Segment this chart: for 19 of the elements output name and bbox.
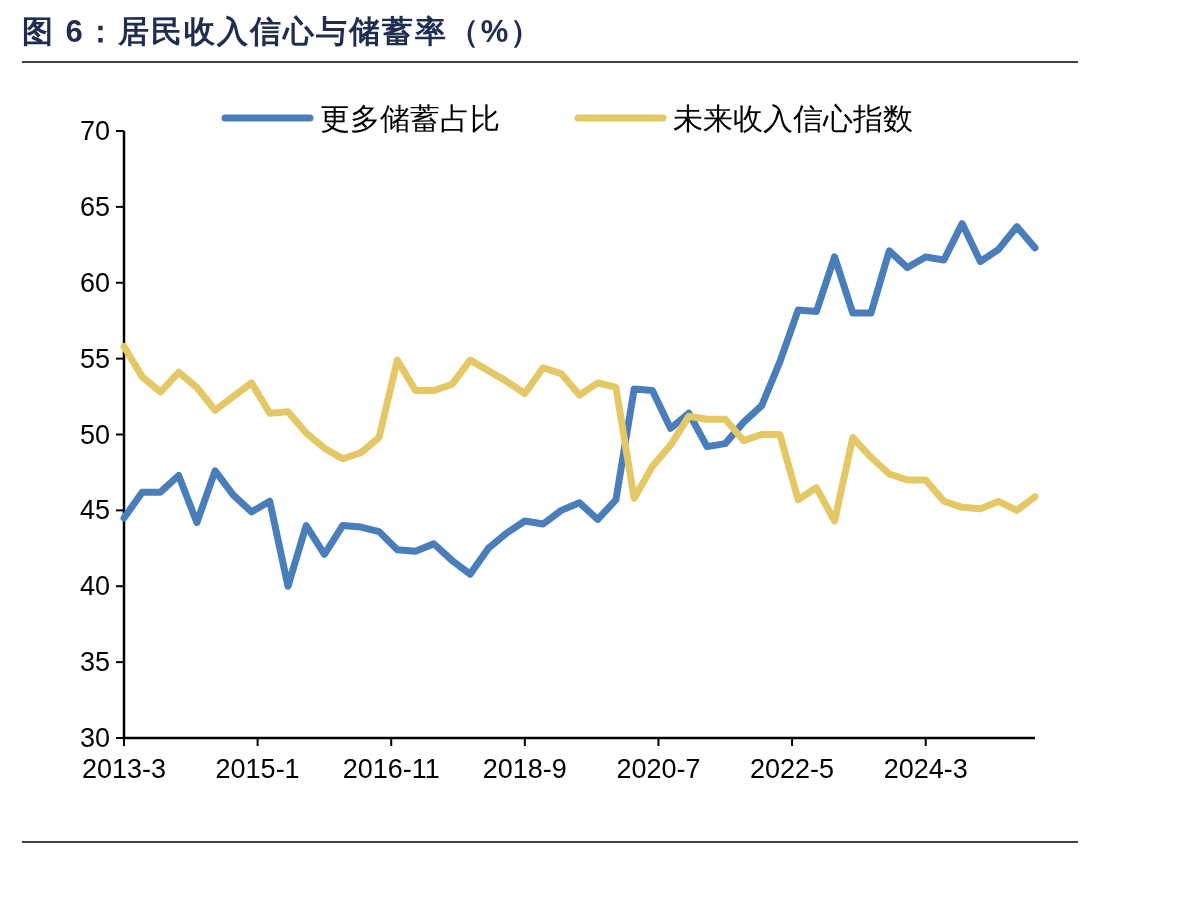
x-tick-label: 2013-3 xyxy=(81,754,167,784)
y-tick-label: 55 xyxy=(79,343,110,374)
y-tick-label: 70 xyxy=(79,116,110,146)
y-tick-label: 65 xyxy=(79,191,110,222)
y-tick-label: 30 xyxy=(79,723,110,753)
x-tick-label: 2016-11 xyxy=(342,754,440,784)
y-tick-label: 40 xyxy=(79,571,110,602)
x-tick-label: 2022-5 xyxy=(750,754,835,784)
x-tick-label: 2020-7 xyxy=(616,754,701,784)
legend-label: 更多储蓄占比 xyxy=(320,102,500,135)
x-tick-label: 2024-3 xyxy=(883,754,968,784)
x-tick-label: 2018-9 xyxy=(482,754,567,784)
legend-label: 未来收入信心指数 xyxy=(673,102,913,135)
x-tick-label: 2015-1 xyxy=(215,754,300,784)
y-tick-label: 45 xyxy=(79,495,110,526)
chart-title: 图 6：居民收入信心与储蓄率（%） xyxy=(22,14,544,49)
y-tick-label: 50 xyxy=(79,419,110,450)
y-tick-label: 35 xyxy=(79,647,110,678)
y-tick-label: 60 xyxy=(79,267,110,298)
